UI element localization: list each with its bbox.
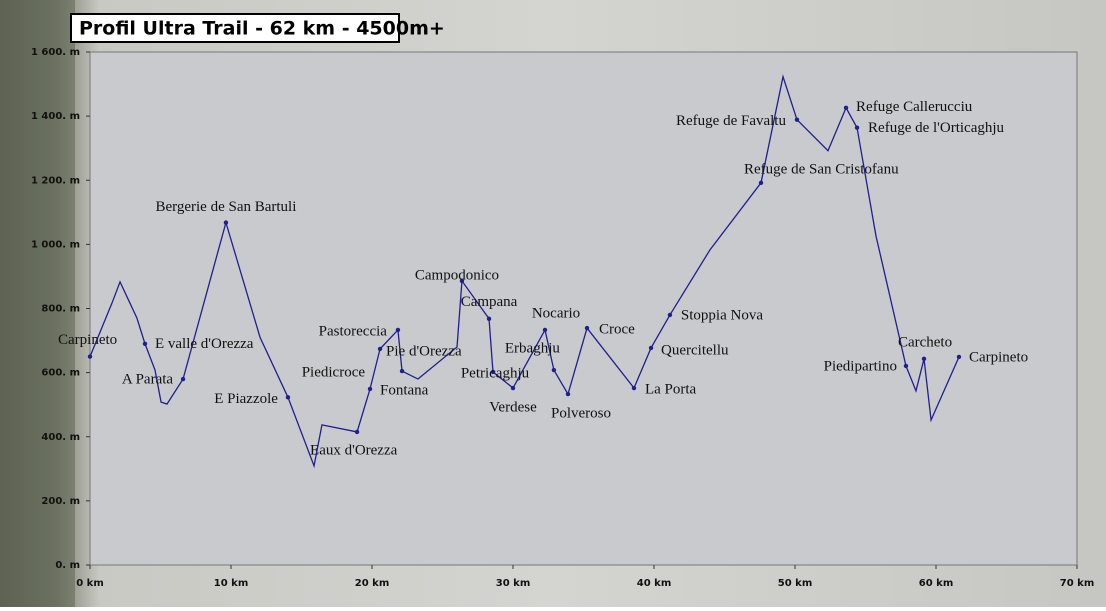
x-tick-label: 0 km [76, 578, 104, 589]
waypoint-dot [795, 117, 799, 121]
chart-title: Profil Ultra Trail - 62 km - 4500m+ [79, 18, 445, 40]
page: Profil Ultra Trail - 62 km - 4500m+ 0. m… [0, 0, 1106, 607]
waypoint-label: Erbaghju [505, 340, 560, 356]
waypoint-label: Piedipartino [824, 358, 897, 374]
waypoint-dot [355, 430, 359, 434]
waypoint-label: Verdese [489, 399, 537, 415]
waypoint-label: Bergerie de San Bartuli [155, 199, 296, 215]
waypoint-dot [957, 355, 961, 359]
x-tick-label: 60 km [919, 578, 953, 589]
x-tick-label: 40 km [637, 578, 671, 589]
y-tick-label: 1 200. m [31, 175, 80, 186]
x-tick-label: 70 km [1060, 578, 1094, 589]
waypoint-label: La Porta [645, 381, 697, 397]
waypoint-dot [143, 342, 147, 346]
waypoint-dot [904, 364, 908, 368]
waypoint-dot [922, 357, 926, 361]
waypoint-label: Croce [599, 321, 635, 337]
waypoint-label: Nocario [532, 305, 580, 321]
waypoint-label: Campana [461, 294, 518, 310]
y-tick-label: 200. m [41, 496, 80, 507]
waypoint-label: E Piazzole [214, 391, 278, 407]
waypoint-dot [759, 181, 763, 185]
waypoint-dot [511, 386, 515, 390]
waypoint-label: Fontana [380, 382, 429, 398]
waypoint-label: Carcheto [898, 334, 952, 350]
y-tick-label: 1 400. m [31, 111, 80, 122]
y-tick-label: 400. m [41, 432, 80, 443]
waypoint-dot [668, 313, 672, 317]
waypoint-label: Refuge de San Cristofanu [744, 161, 899, 177]
y-tick-label: 600. m [41, 368, 80, 379]
waypoint-label: Carpineto [58, 332, 117, 348]
waypoint-dot [378, 347, 382, 351]
waypoint-label: Quercitellu [661, 342, 729, 358]
waypoint-dot [855, 125, 859, 129]
y-tick-label: 1 000. m [31, 239, 80, 250]
x-tick-label: 30 km [496, 578, 530, 589]
waypoint-dot [566, 392, 570, 396]
y-tick-label: 800. m [41, 304, 80, 315]
waypoint-label: Refuge Callerucciu [856, 99, 973, 115]
waypoint-dot [487, 317, 491, 321]
waypoint-dot [585, 326, 589, 330]
waypoint-label: Petricaghju [461, 365, 530, 381]
waypoint-dot [649, 346, 653, 350]
x-tick-label: 10 km [214, 578, 248, 589]
waypoint-dot [181, 377, 185, 381]
waypoint-label: Polveroso [551, 406, 611, 422]
y-tick-label: 1 600. m [31, 47, 80, 58]
waypoint-label: A Parata [122, 371, 174, 387]
waypoint-label: Stoppia Nova [681, 307, 763, 323]
waypoint-label: Pastoreccia [319, 323, 388, 339]
waypoint-label: Refuge de l'Orticaghju [868, 120, 1004, 136]
y-tick-label: 0. m [55, 560, 80, 571]
waypoint-dot [224, 220, 228, 224]
waypoint-label: Piedicroce [302, 364, 366, 380]
waypoint-label: Pie d'Orezza [386, 343, 462, 359]
x-tick-label: 50 km [778, 578, 812, 589]
x-tick-label: 20 km [355, 578, 389, 589]
waypoint-dot [632, 386, 636, 390]
waypoint-dot [400, 369, 404, 373]
waypoint-label: E valle d'Orezza [155, 336, 254, 352]
waypoint-label: Campodonico [415, 267, 499, 283]
waypoint-label: Refuge de Favaltu [676, 113, 786, 129]
waypoint-dot [543, 328, 547, 332]
waypoint-dot [286, 395, 290, 399]
waypoint-label: Carpineto [969, 349, 1028, 365]
chart: Profil Ultra Trail - 62 km - 4500m+ 0. m… [0, 0, 1106, 607]
waypoint-dot [844, 106, 848, 110]
waypoint-dot [396, 328, 400, 332]
waypoint-dot [552, 368, 556, 372]
waypoint-label: Eaux d'Orezza [310, 442, 398, 458]
waypoint-dot [368, 387, 372, 391]
waypoint-dot [88, 354, 92, 358]
